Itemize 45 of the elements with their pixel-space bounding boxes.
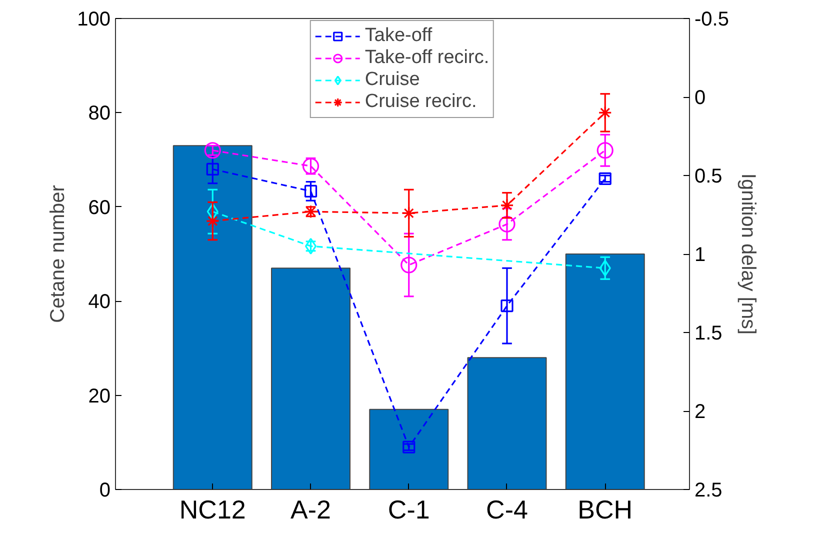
point [500, 198, 514, 212]
y-tick-label: 60 [88, 196, 111, 219]
point [304, 238, 317, 254]
legend-label: Take-off recirc. [364, 47, 490, 69]
bar [271, 268, 351, 490]
x-tick-label: A-2 [290, 494, 331, 524]
y-tick-label: 40 [88, 291, 111, 314]
point [500, 300, 514, 312]
y2-tick-label: 2 [694, 401, 706, 423]
point [204, 142, 221, 159]
bar [467, 357, 547, 490]
bar [369, 408, 449, 490]
x-tick-label: C-1 [388, 494, 430, 524]
point [400, 256, 418, 274]
y2-tick-label: 0.5 [694, 166, 722, 188]
y-tick-label: 0 [99, 480, 110, 502]
x-tick-label: BCH [578, 494, 633, 524]
y2-tick-label: 1 [694, 244, 706, 266]
point [596, 142, 614, 159]
point [304, 184, 318, 198]
y-tick-label: 100 [77, 8, 111, 30]
bar [172, 145, 252, 490]
point [206, 162, 219, 176]
x-tick-label: NC12 [179, 494, 246, 524]
x-tick-label: C-4 [486, 494, 528, 524]
legend-label: Take-off [364, 25, 432, 47]
point [302, 158, 320, 174]
legend-label: Cruise recirc. [364, 91, 477, 113]
y2-axis-title: Ignition delay [ms] [736, 173, 759, 335]
bar [565, 254, 645, 490]
point [498, 216, 516, 232]
y-tick-label: 80 [88, 102, 111, 125]
y2-tick-label: -0.5 [694, 8, 729, 30]
point [598, 106, 612, 120]
y2-tick-label: 1.5 [694, 322, 722, 344]
point [206, 203, 218, 220]
y2-tick-label: 2.5 [694, 480, 722, 502]
point [402, 440, 416, 454]
point [598, 172, 612, 185]
y-tick-label: 20 [88, 385, 111, 408]
y2-tick-label: 0 [694, 87, 706, 109]
y-axis-title: Cetane number [47, 184, 70, 323]
legend-label: Cruise [364, 69, 420, 91]
point [402, 206, 416, 220]
point [206, 214, 220, 228]
